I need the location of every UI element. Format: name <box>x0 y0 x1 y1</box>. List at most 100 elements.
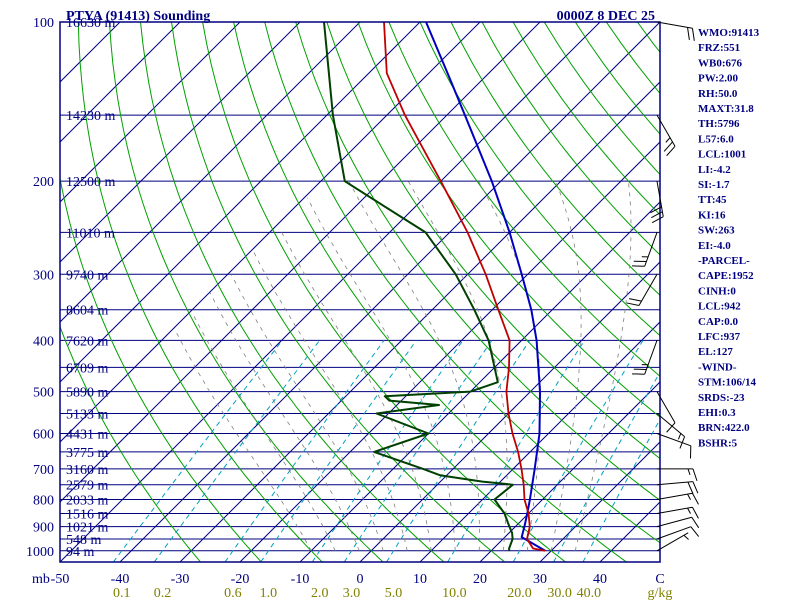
mixing-ratio-line-40 <box>582 418 660 562</box>
mixing-ratio-label: 5.0 <box>385 586 403 600</box>
pressure-tick-label: 1000 <box>26 545 54 560</box>
height-label: 4431 m <box>66 427 109 442</box>
index-item: WMO:91413 <box>698 27 760 39</box>
height-label: 6709 m <box>66 361 109 376</box>
index-item: FRZ:551 <box>698 42 740 54</box>
dewpoint-trace <box>323 22 514 551</box>
height-label: 12500 m <box>66 175 116 190</box>
parcel-trace <box>425 22 546 552</box>
moist-adiabat--10 <box>174 328 312 551</box>
index-item: PW:2.00 <box>698 73 739 85</box>
temperature-tick-label: 30 <box>533 572 547 587</box>
pressure-tick-label: 400 <box>33 334 54 349</box>
moist-adiabat-30 <box>550 181 582 551</box>
height-label: 3775 m <box>66 446 109 461</box>
height-label: 16630 m <box>66 16 116 31</box>
moist-adiabat-6 <box>252 249 408 551</box>
mixing-ratio-line-0.6 <box>224 340 385 562</box>
index-item: EL:127 <box>698 346 733 358</box>
index-item: TH:5796 <box>698 118 740 130</box>
dry-adiabat-70 <box>326 22 660 460</box>
mixing-ratio-line-0.1 <box>112 340 283 562</box>
moist-adiabat--2 <box>209 292 360 551</box>
pressure-tick-label: 500 <box>33 386 54 401</box>
index-item: TT:45 <box>698 194 727 206</box>
wind-barb <box>650 181 664 224</box>
temperature-tick-label: -40 <box>111 572 130 587</box>
moist-adiabat--6 <box>192 312 336 551</box>
isotherm-10 <box>419 321 660 562</box>
dry-adiabat-60 <box>295 22 660 501</box>
isotherm--30 <box>179 81 660 562</box>
dry-adiabat-80 <box>357 22 660 418</box>
mixing-ratio-label: 2.0 <box>311 586 329 600</box>
index-item: CAPE:1952 <box>698 270 754 282</box>
wind-barb <box>632 232 658 267</box>
temperature-tick-label: 0 <box>357 572 364 587</box>
temperature-tick-label: 20 <box>473 572 487 587</box>
wind-barb <box>656 481 699 494</box>
moist-adiabat-14 <box>307 197 456 551</box>
mixing-ratio-line-5 <box>386 340 531 562</box>
mixing-ratio-line-3 <box>343 340 493 562</box>
index-item: RH:50.0 <box>698 88 738 100</box>
moist-adiabat-2 <box>230 274 384 551</box>
mixing-ratio-line-10 <box>447 340 585 562</box>
temperature-tick-label: -10 <box>291 572 310 587</box>
wind-barb <box>657 468 698 482</box>
sounding-datetime: 0000Z 8 DEC 25 <box>557 9 655 24</box>
isotherm--100 <box>60 22 301 263</box>
index-item: EI:-4.0 <box>698 240 731 252</box>
dry-adiabat-100 <box>419 22 660 337</box>
grid-lines <box>60 22 660 562</box>
index-item: -PARCEL- <box>698 255 750 267</box>
isotherm--20 <box>239 141 660 562</box>
dry-adiabat-30 <box>202 22 566 562</box>
wind-barb <box>656 413 686 449</box>
index-item: CINH:0 <box>698 285 736 297</box>
isotherm--60 <box>60 22 541 503</box>
dry-adiabat-20 <box>171 22 506 562</box>
index-item: SI:-1.7 <box>698 179 730 191</box>
wind-barb <box>656 532 689 552</box>
moist-adiabat-18 <box>348 181 480 551</box>
wind-barb <box>656 506 699 519</box>
index-item: -WIND- <box>698 361 737 373</box>
height-label: 14230 m <box>66 109 116 124</box>
pressure-tick-label: 300 <box>33 268 54 283</box>
dry-adiabat-40 <box>233 22 627 562</box>
mixing-ratio-label: 0.6 <box>224 586 242 600</box>
temperature-unit-label: C <box>655 572 664 587</box>
height-label: 94 m <box>66 545 95 560</box>
index-item: EHI:0.3 <box>698 407 736 419</box>
mixing-ratio-label: 10.0 <box>442 586 467 600</box>
dry-adiabat-120 <box>481 22 660 256</box>
moist-adiabat-34 <box>574 181 632 551</box>
temperature-tick-label: 40 <box>593 572 607 587</box>
index-item: LCL:1001 <box>698 149 746 161</box>
pressure-tick-label: 700 <box>33 463 54 478</box>
plot-frame <box>59 21 661 563</box>
profile-lines <box>323 22 546 552</box>
height-label: 5890 m <box>66 386 109 401</box>
wind-barb <box>656 114 676 157</box>
mixing-ratio-line-2 <box>311 340 464 562</box>
mixing-ratio-label: 40.0 <box>577 586 602 600</box>
temperature-tick-label: -50 <box>51 572 70 587</box>
dry-adiabat-50 <box>264 22 660 544</box>
index-item: KI:16 <box>698 209 726 221</box>
station-title: PTYA (91413) Sounding <box>66 9 210 24</box>
mixing-ratio-label: 1.0 <box>260 586 278 600</box>
mixing-ratio-line-0.2 <box>153 340 320 562</box>
isotherm--50 <box>60 22 601 562</box>
wind-barb <box>656 516 700 529</box>
dry-adiabat--30 <box>60 325 201 562</box>
dry-adiabat-10 <box>140 22 445 562</box>
pressure-tick-label: 200 <box>33 175 54 190</box>
mixing-ratio-line-1 <box>260 340 417 562</box>
pressure-tick-label: 800 <box>33 494 54 509</box>
index-item: SRDS:-23 <box>698 392 745 404</box>
wind-barb <box>656 433 692 459</box>
height-label: 3160 m <box>66 463 109 478</box>
height-label: 8604 m <box>66 304 109 319</box>
